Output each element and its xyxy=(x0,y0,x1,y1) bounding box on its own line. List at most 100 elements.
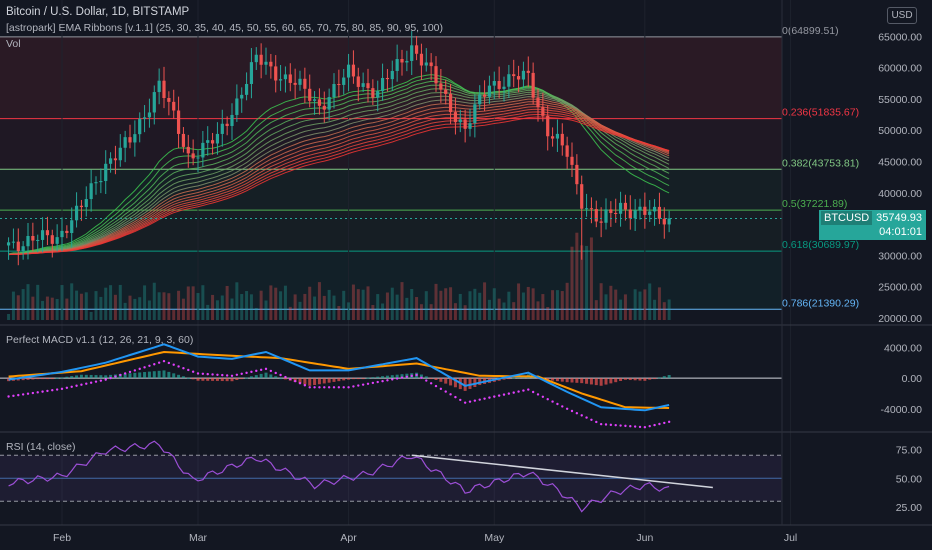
macd-dot xyxy=(575,411,579,415)
macd-dot xyxy=(512,391,515,394)
volume-bar xyxy=(36,284,40,320)
volume-bar xyxy=(186,286,190,320)
price-candles[interactable] xyxy=(0,30,782,266)
candle-body xyxy=(210,140,215,144)
candle-body xyxy=(575,164,579,185)
macd-dot xyxy=(148,364,151,367)
volume-bar xyxy=(657,287,661,320)
volume-bar xyxy=(541,294,545,320)
candle-body xyxy=(303,78,307,89)
macd-dot xyxy=(17,393,20,397)
macd-dot xyxy=(138,367,141,371)
macd-histogram-bar xyxy=(429,378,433,380)
volume-bar xyxy=(327,289,331,320)
candle xyxy=(390,60,394,91)
macd-dot xyxy=(80,383,83,386)
candle xyxy=(283,66,288,93)
macd-histogram-bar xyxy=(453,378,457,388)
candle xyxy=(235,84,239,122)
candle xyxy=(176,96,181,149)
macd-histogram-bar xyxy=(254,375,258,379)
volume-bar xyxy=(79,293,83,320)
volume-bar xyxy=(662,302,666,320)
candle-body xyxy=(351,64,356,77)
macd-dot xyxy=(663,421,666,425)
macd-dot xyxy=(94,380,98,383)
candle xyxy=(269,53,273,79)
macd-dot xyxy=(104,378,107,381)
macd-histogram-bar xyxy=(109,374,113,379)
volume-bar xyxy=(429,304,433,320)
candle xyxy=(662,207,666,239)
macd-dot xyxy=(240,372,243,376)
macd-dot xyxy=(308,386,311,389)
volume-bar xyxy=(614,289,618,320)
macd-dot xyxy=(51,389,54,392)
macd-dot xyxy=(604,423,608,426)
candle xyxy=(526,56,530,87)
candle-body xyxy=(424,62,428,66)
macd-histogram-bar xyxy=(585,378,589,384)
candle-body xyxy=(371,88,375,98)
candle-body xyxy=(40,230,45,240)
macd-dot xyxy=(172,363,175,366)
macd-histogram-bar xyxy=(41,378,45,380)
candle-body xyxy=(652,206,657,212)
candle-body xyxy=(648,211,652,215)
candle-body xyxy=(662,218,666,225)
candle-body xyxy=(74,205,79,221)
candle xyxy=(618,191,623,227)
macd-dot xyxy=(488,396,491,399)
candle-body xyxy=(468,123,472,129)
macd-histogram-bar xyxy=(371,377,375,379)
candle-body xyxy=(380,77,385,92)
volume-bar xyxy=(555,290,559,320)
volume-bar xyxy=(123,302,127,320)
candle-body xyxy=(599,221,603,223)
volume-bar xyxy=(41,300,45,320)
macd-dot xyxy=(376,380,379,384)
macd-dot xyxy=(109,376,112,380)
candle xyxy=(84,186,88,217)
macd-dot xyxy=(60,387,64,391)
volume-bar xyxy=(138,297,142,320)
macd-dot xyxy=(570,409,574,413)
macd-dot xyxy=(206,372,209,376)
macd-histogram-bar xyxy=(274,376,278,379)
fib-level-label: 0.618(30689.97) xyxy=(782,239,859,251)
volume-bar xyxy=(332,295,336,320)
rsi-pane[interactable] xyxy=(0,440,782,513)
candle xyxy=(463,109,467,143)
macd-pane[interactable] xyxy=(0,343,782,429)
candle xyxy=(410,30,414,76)
macd-histogram-bar xyxy=(478,378,482,386)
macd-dot xyxy=(85,382,88,385)
candle xyxy=(6,237,11,260)
price-axis-tick: 25000.00 xyxy=(878,282,922,294)
candle-body xyxy=(516,76,521,80)
candle xyxy=(657,192,662,225)
macd-histogram-bar xyxy=(381,376,385,379)
candle-body xyxy=(16,241,20,252)
candle-body xyxy=(123,137,127,148)
volume-bar xyxy=(667,299,671,320)
candle-body xyxy=(60,230,64,238)
volume-bar xyxy=(89,311,93,320)
macd-histogram-bar xyxy=(643,378,647,381)
candle xyxy=(395,44,399,82)
volume-bar xyxy=(633,289,637,320)
currency-button[interactable]: USD xyxy=(887,7,917,24)
candle xyxy=(31,222,35,252)
price-axis-tick: 65000.00 xyxy=(878,31,922,43)
macd-histogram-bar xyxy=(196,378,200,381)
candle xyxy=(550,127,555,147)
candle xyxy=(215,122,220,155)
macd-dot xyxy=(565,407,569,410)
volume-bar xyxy=(560,291,564,320)
macd-histogram-bar xyxy=(551,378,555,381)
candle-body xyxy=(55,237,59,244)
macd-dot xyxy=(196,372,200,375)
macd-histogram-bar xyxy=(65,376,69,379)
